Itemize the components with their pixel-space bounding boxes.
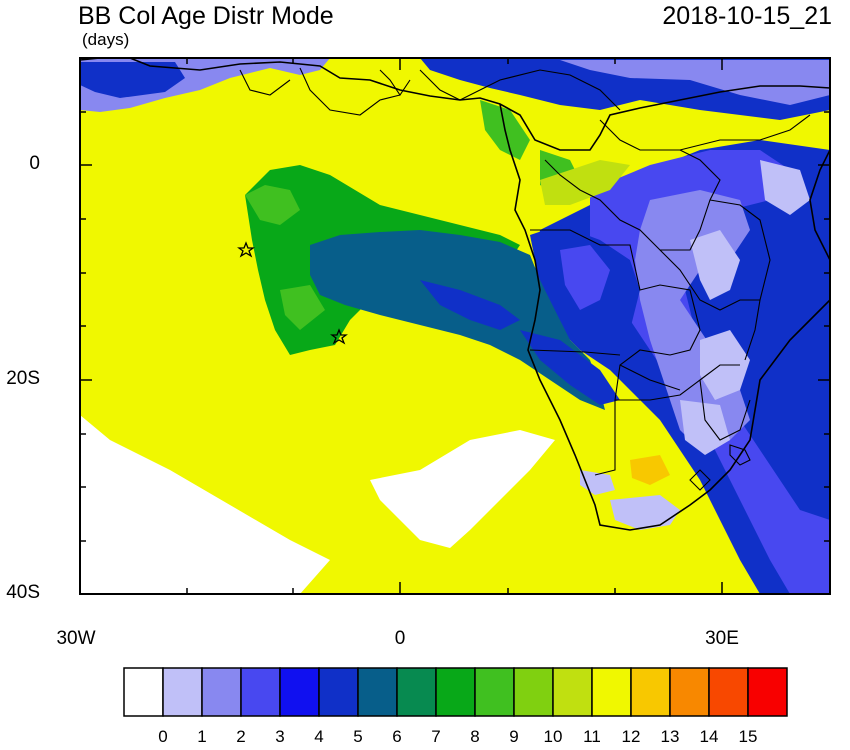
colorbar-label: 7 <box>431 727 441 746</box>
colorbar-box <box>357 667 398 717</box>
colorbar-label: 9 <box>509 727 519 746</box>
colorbar-box <box>552 667 593 717</box>
colorbar-label: 3 <box>275 727 285 746</box>
lat-label-0: 0 <box>29 153 40 174</box>
axis-ticks <box>80 58 830 594</box>
colorbar-box <box>240 667 281 717</box>
colorbar <box>123 667 788 717</box>
map-field <box>80 58 830 594</box>
field-day9-plume <box>245 185 300 225</box>
colorbar-label: 15 <box>738 727 758 746</box>
colorbar-box <box>513 667 554 717</box>
colorbar-box <box>123 667 164 717</box>
field-day6-plume <box>310 230 605 410</box>
colorbar-box <box>708 667 749 717</box>
colorbar-label: 12 <box>621 727 641 746</box>
lat-label-40s: 40S <box>6 582 40 603</box>
site-markers <box>237 241 348 345</box>
colorbar-label: 2 <box>236 727 246 746</box>
field-day5-plume2 <box>520 330 620 405</box>
star-marker-1 <box>237 241 255 258</box>
field-day1-east1 <box>690 230 740 300</box>
colorbar-box <box>318 667 359 717</box>
field-nodata-sw <box>80 415 330 594</box>
colorbar-label: 5 <box>353 727 363 746</box>
lon-label-30w: 30W <box>56 628 96 649</box>
datetime-label: 2018-10-15_21 <box>662 2 832 30</box>
lat-label-20s: 20S <box>6 368 40 389</box>
colorbar-box <box>279 667 320 717</box>
field-day1-east3 <box>680 400 730 455</box>
colorbar-label: 1 <box>197 727 207 746</box>
colorbar-box <box>747 667 788 717</box>
units-label: (days) <box>82 30 130 49</box>
colorbar-box <box>396 667 437 717</box>
colorbar-box <box>474 667 515 717</box>
field-day5-plume <box>420 280 520 330</box>
field-nodata-south <box>370 430 555 548</box>
field-day1-ne <box>760 160 810 215</box>
field-day5-nw <box>80 62 185 98</box>
colorbar-label: 13 <box>660 727 680 746</box>
colorbar-box <box>669 667 710 717</box>
colorbar-label: 11 <box>583 727 601 746</box>
colorbar-label: 8 <box>470 727 480 746</box>
colorbar-box <box>201 667 242 717</box>
lon-label-30e: 30E <box>705 628 739 649</box>
colorbar-box <box>435 667 476 717</box>
field-day11-congo <box>540 160 630 205</box>
colorbar-box <box>591 667 632 717</box>
colorbar-label: 4 <box>314 727 324 746</box>
field-day3-angola <box>560 245 610 310</box>
field-day13 <box>630 455 670 485</box>
colorbar-label: 14 <box>699 727 719 746</box>
field-day1-south <box>610 495 680 530</box>
colorbar-label: 6 <box>392 727 402 746</box>
star-marker-2 <box>330 328 348 345</box>
field-day9-plume2 <box>280 285 325 330</box>
lon-label-0: 0 <box>394 628 406 649</box>
plot-title: BB Col Age Distr Mode <box>78 2 334 30</box>
colorbar-box <box>162 667 203 717</box>
colorbar-box <box>630 667 671 717</box>
country-borders <box>239 67 811 491</box>
colorbar-label: 10 <box>543 727 563 746</box>
field-day2-north <box>560 60 830 105</box>
colorbar-label: 0 <box>158 727 168 746</box>
